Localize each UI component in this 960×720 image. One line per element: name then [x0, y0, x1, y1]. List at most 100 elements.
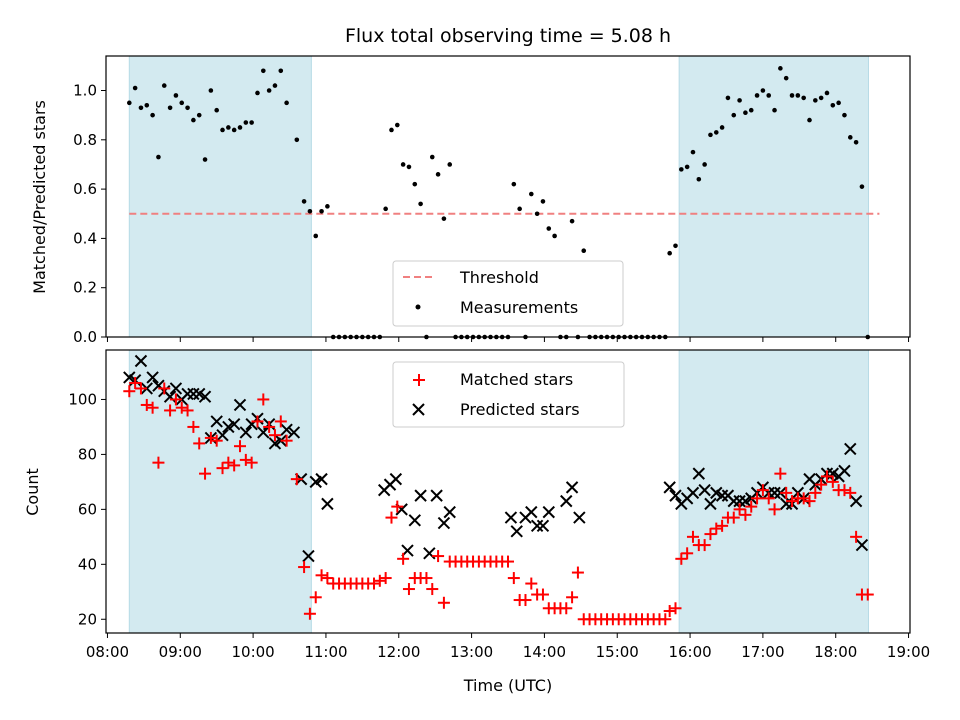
predicted-point-stroke [187, 387, 200, 401]
matched-point [786, 495, 799, 508]
predicted-point-stroke [849, 494, 863, 508]
matched-point [199, 467, 212, 480]
x-tick-label: 14:00 [523, 643, 566, 661]
measurement-point [830, 102, 836, 108]
predicted-point-stroke [510, 525, 523, 538]
predicted-point-stroke [710, 486, 723, 500]
predicted-point [239, 426, 253, 439]
x-tick-label: 11:00 [304, 643, 347, 661]
predicted-point [233, 398, 247, 412]
predicted-point-stroke [395, 503, 408, 516]
predicted-point-stroke [134, 354, 148, 368]
matched-point [710, 522, 723, 535]
measurement-point [569, 218, 575, 224]
predicted-point-stroke [715, 489, 729, 502]
predicted-point [692, 467, 706, 480]
predicted-point-stroke [844, 442, 857, 456]
predicted-point [504, 511, 518, 524]
predicted-point-stroke [768, 486, 781, 500]
predicted-point [542, 505, 555, 519]
measurement-point [161, 83, 167, 88]
matched-point [280, 434, 293, 447]
matched-point [193, 437, 206, 450]
top-y-tick-label: 0.8 [73, 131, 97, 149]
predicted-point-stroke [163, 390, 177, 403]
predicted-point-stroke [193, 387, 206, 401]
measurement-point [766, 93, 772, 98]
matched-point [368, 577, 380, 590]
predicted-point-stroke [530, 519, 544, 533]
measurement-point [249, 120, 254, 125]
matched-point [379, 572, 392, 585]
predicted-point [408, 514, 421, 527]
predicted-point [855, 538, 869, 552]
matched-point [245, 456, 258, 469]
x-tick-label: 18:00 [814, 643, 857, 661]
x-axis-label: Time (UTC) [463, 676, 552, 695]
predicted-point-stroke [443, 505, 456, 519]
predicted-point [663, 481, 676, 494]
matched-point [181, 404, 194, 417]
matched-point [298, 561, 311, 574]
predicted-point-stroke [536, 519, 550, 533]
predicted-point [287, 426, 301, 439]
matched-point [437, 596, 450, 609]
bottom-y-tick-label: 20 [78, 610, 97, 628]
x-tick-label: 15:00 [596, 643, 639, 661]
measurement-point [546, 226, 552, 231]
measurement-point [778, 66, 783, 71]
matched-point [303, 607, 316, 620]
measurement-point [237, 125, 243, 130]
measurement-point [202, 157, 208, 162]
predicted-point [146, 371, 159, 384]
measurement-point [167, 105, 173, 111]
matched-point [525, 577, 538, 590]
measurement-point [144, 102, 150, 108]
top-y-axis-label: Matched/Predicted stars [30, 100, 49, 294]
measurement-point [783, 75, 789, 81]
predicted-point-stroke [414, 489, 427, 502]
predicted-point [389, 472, 403, 486]
matched-point [216, 462, 229, 475]
matched-point [681, 547, 694, 560]
matched-point [175, 401, 188, 414]
measurement-point [435, 172, 441, 177]
predicted-point-stroke [560, 494, 573, 508]
measurement-point [313, 233, 319, 239]
matched-point [309, 591, 322, 604]
predicted-point [315, 472, 328, 486]
predicted-point [565, 481, 579, 494]
measurement-point [842, 112, 847, 118]
matched-point [239, 453, 252, 466]
bottom-y-ticks: 20 40 60 80 100 [68, 390, 106, 628]
matched-point [134, 382, 147, 395]
measurement-point [719, 125, 725, 130]
chart-title: Flux total observing time = 5.08 h [345, 25, 671, 47]
predicted-point-stroke [233, 398, 247, 412]
measurement-point [243, 120, 249, 125]
matched-point [290, 473, 303, 486]
measurement-point [383, 206, 388, 212]
matched-point [251, 415, 264, 428]
predicted-point-stroke [669, 489, 682, 502]
matched-point [566, 591, 579, 604]
measurement-point [294, 137, 300, 143]
top-shaded-region [678, 55, 869, 338]
measurement-point [179, 100, 185, 106]
predicted-point-stroke [565, 481, 579, 494]
measurement-point [702, 162, 707, 167]
measurement-point [690, 149, 696, 155]
predicted-point [187, 387, 200, 401]
bottom-legend-box [392, 361, 625, 428]
predicted-point [849, 494, 863, 508]
measurement-point [278, 68, 284, 74]
measurement-point [307, 208, 313, 214]
top-shaded-region [128, 55, 312, 338]
predicted-point [573, 511, 586, 524]
matched-point [560, 602, 573, 615]
predicted-point-stroke [423, 547, 436, 560]
measurement-point [801, 95, 806, 101]
x-tick-label: 19:00 [887, 643, 930, 661]
matched-point [146, 401, 159, 414]
bottom-legend: Matched stars Predicted stars [392, 361, 625, 428]
